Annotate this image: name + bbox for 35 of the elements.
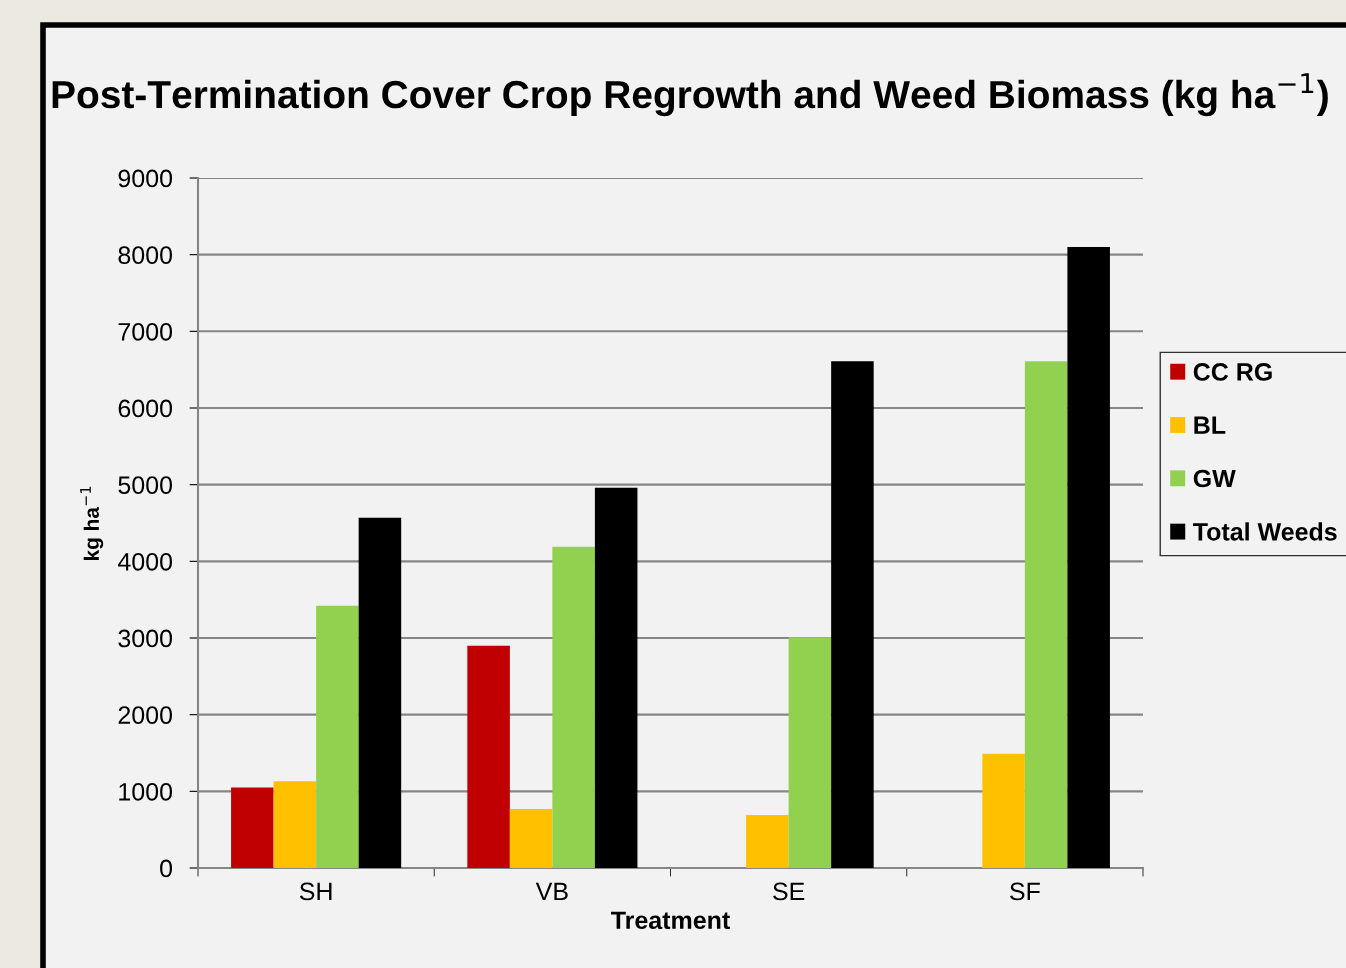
y-tick-label: 8000 — [118, 246, 173, 264]
legend-label: CC RG — [1193, 363, 1272, 381]
y-tick-label: 5000 — [118, 476, 173, 494]
bar — [746, 815, 789, 868]
x-tick-label: SH — [299, 882, 332, 901]
bar — [831, 361, 874, 868]
bar — [1067, 247, 1110, 868]
legend-label: BL — [1194, 416, 1226, 434]
bar — [316, 605, 359, 868]
x-axis-title: Treatment — [611, 911, 730, 930]
y-axis-title: kg ha$^{−1}$ — [80, 486, 104, 560]
bar — [788, 637, 832, 868]
bar — [552, 546, 595, 868]
bar — [273, 781, 317, 868]
chart-title: Post-Termination Cover Crop Regrowth and Weed Biomass (kg ha$^{−1}$) — [52, 73, 1328, 117]
legend-label: Total Weeds — [1193, 522, 1337, 541]
y-tick-label: 7000 — [118, 322, 173, 341]
y-tick-label: 4000 — [117, 552, 173, 571]
bar — [594, 487, 638, 868]
y-tick-label: 1000 — [119, 782, 173, 801]
bar — [467, 645, 510, 868]
y-tick-label: 6000 — [118, 399, 173, 418]
x-tick-label: SF — [1010, 882, 1040, 901]
legend-label: GW — [1193, 469, 1236, 488]
y-tick-label: 3000 — [118, 629, 173, 648]
y-tick-label: 0 — [160, 859, 173, 878]
y-tick-label: 9000 — [118, 169, 173, 188]
y-tick-label: 2000 — [118, 706, 173, 724]
x-tick-label: VB — [535, 882, 568, 901]
bar — [982, 753, 1025, 868]
bar — [509, 808, 553, 868]
bar — [358, 517, 402, 868]
bar — [1024, 361, 1068, 868]
x-tick-label: SE — [773, 882, 805, 901]
bar — [231, 787, 274, 868]
